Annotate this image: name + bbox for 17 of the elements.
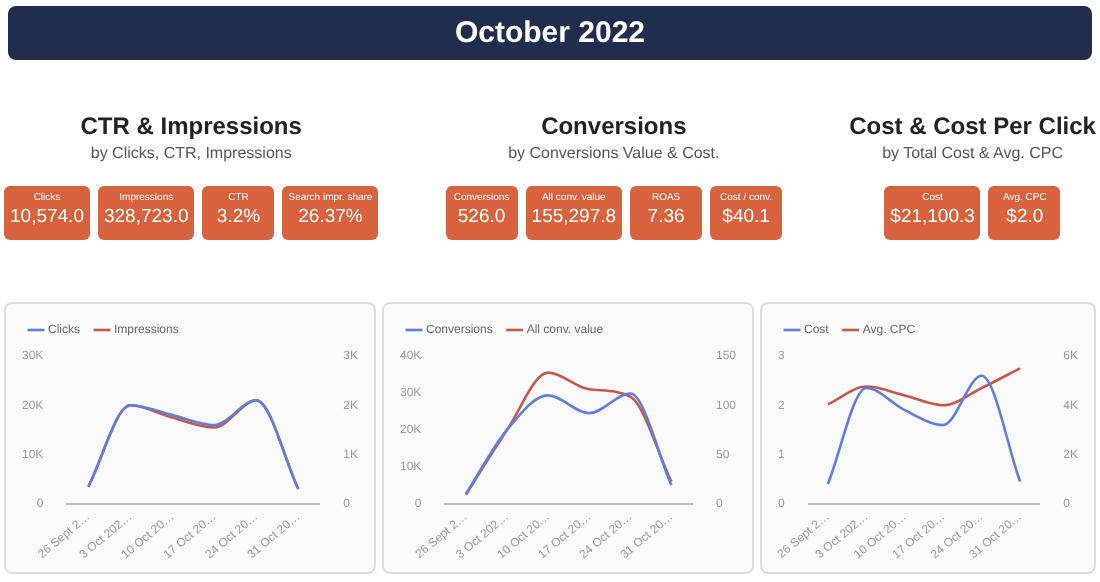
text: Conversions — [541, 112, 687, 140]
text: by Clicks, CTR, Impressions — [90, 144, 292, 162]
text: Cost & Cost Per Click — [849, 112, 1096, 140]
text: by Total Cost & Avg. CPC — [882, 144, 1063, 162]
text: October 2022 — [8, 6, 1092, 60]
text: $21,100.3 — [890, 206, 975, 228]
text: 7.36 — [647, 206, 685, 228]
text: 155,297.8 — [531, 206, 617, 228]
text: 10,574.0 — [10, 206, 84, 228]
text: 3.2% — [216, 206, 261, 228]
text: by Conversions Value & Cost. — [508, 144, 720, 162]
text: 26.37% — [298, 206, 363, 228]
text: CTR & Impressions — [80, 112, 302, 140]
text: $2.0 — [1006, 206, 1044, 228]
text: 526.0 — [457, 206, 506, 228]
text: 328,723.0 — [103, 206, 189, 228]
text: $40.1 — [722, 206, 770, 228]
